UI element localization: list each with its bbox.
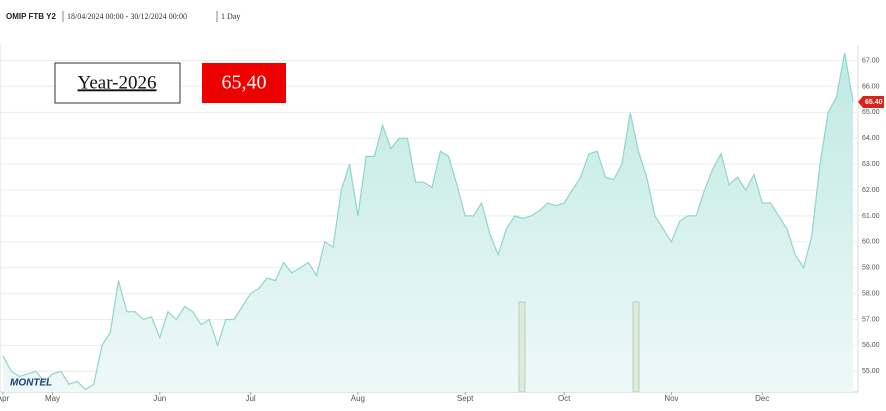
y-tick-label: 63.00 [862, 161, 880, 168]
series-label: Year-2026 [78, 72, 157, 93]
current-tag-label: 65.40 [865, 99, 883, 106]
plot: 55.00 56.00 57.00 58.00 59.00 60.00 61.00 62.00… [0, 52, 884, 403]
y-tick-label: 67.00 [862, 57, 880, 64]
logo: MONTEL [10, 378, 52, 389]
interval: 1 Day [221, 12, 240, 21]
line [2, 52, 854, 391]
marker-bar [518, 301, 526, 393]
y-tick-label: 62.00 [862, 187, 880, 194]
y-tick-label: 58.00 [862, 290, 880, 297]
y-tick-label: 61.00 [862, 213, 880, 220]
y-tick-label: 57.00 [862, 316, 880, 323]
x-tick-label: May [45, 394, 60, 403]
label-box [54, 62, 181, 104]
marker-bar [632, 301, 640, 393]
y-tick-label: 56.00 [862, 342, 880, 349]
x-tick-label: Jul [245, 394, 255, 403]
y-tick-label: 66.00 [862, 83, 880, 90]
current-tag [858, 95, 884, 108]
value-box [202, 63, 286, 103]
y-tick-label: 64.00 [862, 135, 880, 142]
area [3, 52, 853, 393]
x-tick-label: Aug [351, 394, 365, 403]
date-range: 18/04/2024 00:00 - 30/12/2024 00:00 [67, 12, 187, 21]
current-value: 65,40 [222, 72, 267, 94]
y-tick-label: 55.00 [862, 368, 880, 375]
y-tick-label: 65.00 [862, 109, 880, 116]
x-tick-label: Apr [0, 394, 10, 403]
y-tick-label: 60.00 [862, 239, 880, 246]
instrument: OMIP FTB Y2 [6, 12, 56, 21]
x-tick-label: Nov [664, 394, 678, 403]
x-tick-label: Oct [558, 394, 571, 403]
x-tick-label: Jun [153, 394, 166, 403]
x-tick-label: Dec [755, 394, 769, 403]
y-tick-label: 59.00 [862, 265, 880, 272]
x-tick-label: Sept [457, 394, 474, 403]
